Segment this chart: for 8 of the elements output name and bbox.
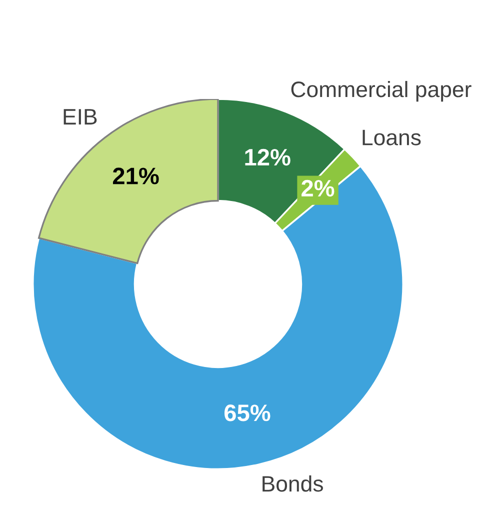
slice-label: Loans bbox=[362, 130, 421, 146]
data-label: 65% bbox=[224, 404, 270, 422]
slice-label: Commercial paper bbox=[291, 80, 472, 102]
data-label: 12% bbox=[245, 148, 290, 166]
data-label: 2% bbox=[302, 180, 334, 197]
slice-label: Bonds bbox=[262, 475, 323, 492]
slice-label: EIB bbox=[64, 109, 97, 124]
data-label: 21% bbox=[112, 168, 159, 184]
